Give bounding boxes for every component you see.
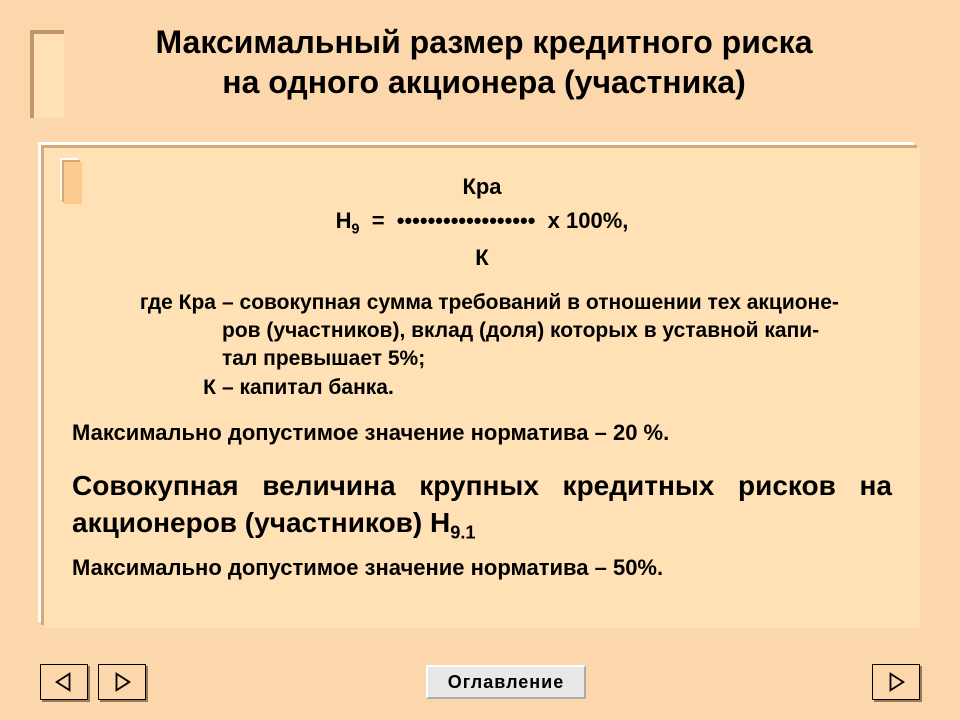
next-button[interactable]: [98, 664, 146, 700]
def-k: К – капитал банка.: [72, 374, 892, 402]
def-kra-rhs-l1: – совокупная сумма требований в отношени…: [222, 291, 839, 314]
panel-accent-notch: [64, 162, 82, 204]
max-value-1: Максимально допустимое значение норматив…: [72, 420, 892, 446]
formula-dots: ••••••••••••••••••: [397, 208, 536, 233]
def-k-rhs: – капитал банка.: [222, 374, 892, 402]
formula: Кра Н9 = •••••••••••••••••• x 100%, К: [72, 170, 892, 275]
title-line-2: на одного акционера (участника): [222, 64, 746, 100]
def-kra-rhs-l3: тал превышает 5%;: [222, 347, 425, 370]
formula-symbol: Н: [336, 208, 352, 233]
next-button-2[interactable]: [872, 664, 920, 700]
toc-button[interactable]: Оглавление: [426, 665, 586, 699]
formula-equals: =: [372, 208, 385, 233]
title-line-1: Максимальный размер кредитного риска: [156, 24, 813, 60]
def-kra-rhs-l2: ров (участников), вклад (доля) которых в…: [222, 319, 819, 342]
aggregate-heading: Совокупная величина крупных кредитных ри…: [72, 468, 892, 545]
content-panel: Кра Н9 = •••••••••••••••••• x 100%, К гд…: [44, 148, 920, 628]
formula-subscript: 9: [352, 221, 360, 237]
nav-bar: Оглавление: [40, 662, 920, 702]
formula-denominator: К: [72, 241, 892, 275]
prev-button[interactable]: [40, 664, 88, 700]
def-kra: где Кра – совокупная сумма требований в …: [72, 289, 892, 374]
definitions: где Кра – совокупная сумма требований в …: [72, 289, 892, 402]
arrow-left-icon: [53, 671, 75, 693]
arrow-right-icon: [885, 671, 907, 693]
formula-numerator: Кра: [72, 170, 892, 204]
formula-rhs: x 100%,: [548, 208, 629, 233]
max-value-2: Максимально допустимое значение норматив…: [72, 555, 892, 581]
def-k-lhs: К: [72, 374, 222, 402]
title-accent-badge: [30, 30, 64, 118]
def-kra-rhs: – совокупная сумма требований в отношени…: [222, 289, 892, 374]
arrow-right-icon: [111, 671, 133, 693]
slide-title: Максимальный размер кредитного риска на …: [30, 22, 930, 102]
def-kra-lhs: где Кра: [72, 289, 222, 374]
aggregate-heading-text: Совокупная величина крупных кредитных ри…: [72, 470, 892, 537]
formula-main-row: Н9 = •••••••••••••••••• x 100%,: [72, 204, 892, 241]
aggregate-heading-sub: 9.1: [450, 522, 475, 542]
